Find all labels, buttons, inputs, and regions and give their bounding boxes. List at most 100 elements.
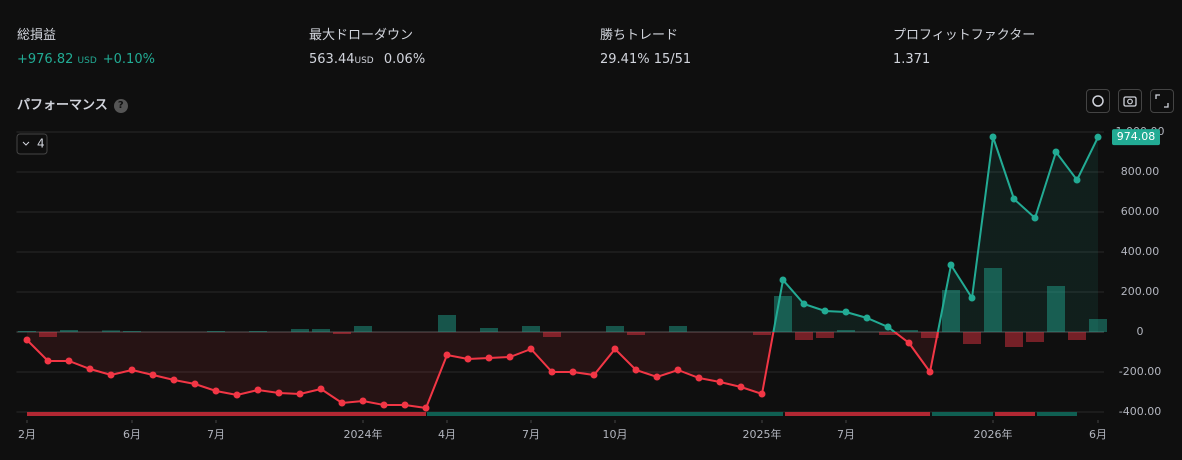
equity-point — [611, 345, 619, 353]
help-icon[interactable]: ? — [113, 98, 128, 113]
equity-point — [65, 357, 73, 365]
trade-bar — [249, 331, 267, 332]
value: +976.82 — [17, 52, 74, 67]
y-tick-label: -200.00 — [1119, 365, 1161, 378]
equity-point — [863, 314, 871, 322]
equity-point — [758, 390, 766, 398]
value: 1.371 — [893, 52, 931, 67]
last-value-label: 974.08 — [1117, 130, 1156, 143]
equity-point — [506, 353, 514, 361]
interval-selector[interactable] — [16, 133, 48, 155]
equity-point — [1052, 148, 1060, 156]
y-tick-label: 200.00 — [1121, 285, 1160, 298]
equity-line — [26, 136, 1099, 410]
equity-point — [296, 390, 304, 398]
metric-value: 29.41% 15/51 — [600, 52, 691, 67]
trade-bar — [207, 331, 225, 332]
equity-point — [170, 376, 178, 384]
equity-point — [989, 133, 997, 141]
trade-bar — [1005, 332, 1023, 347]
fullscreen-button[interactable] — [1150, 89, 1174, 113]
equity-point — [149, 371, 157, 379]
equity-point — [527, 345, 535, 353]
value: 563.44 — [309, 52, 355, 67]
y-tick-label: -400.00 — [1119, 405, 1161, 418]
trade-bar — [60, 330, 78, 332]
equity-point — [275, 389, 283, 397]
equity-area — [27, 137, 1098, 408]
y-tick-label: 800.00 — [1121, 165, 1160, 178]
metric: 総損益 +976.82 USD +0.10% — [17, 24, 155, 67]
equity-point — [233, 391, 241, 399]
equity-point — [44, 357, 52, 365]
trade-bar — [900, 330, 918, 332]
trade-bar — [291, 329, 309, 332]
y-tick-label: 600.00 — [1121, 205, 1160, 218]
trade-bar — [522, 326, 540, 332]
equity-point — [779, 276, 787, 284]
equity-point — [107, 371, 115, 379]
equity-point — [926, 368, 934, 376]
equity-point — [380, 401, 388, 409]
equity-point — [359, 397, 367, 405]
metric: 勝ちトレード 29.41% 15/51 — [600, 24, 691, 67]
trade-strip — [27, 412, 1077, 416]
snapshot-button[interactable] — [1118, 89, 1142, 113]
trade-bar — [1026, 332, 1044, 342]
equity-point — [905, 339, 913, 347]
trade-bar — [354, 326, 372, 332]
equity-point — [464, 355, 472, 363]
equity-point — [1073, 176, 1081, 184]
equity-point — [422, 404, 430, 412]
y-tick-label: 400.00 — [1121, 245, 1160, 258]
equity-point — [1031, 214, 1039, 222]
equity-point — [548, 368, 556, 376]
interval-value: 4 — [37, 137, 45, 151]
metric-label: 勝ちトレード — [600, 28, 679, 43]
equity-point — [569, 368, 577, 376]
equity-point — [842, 308, 850, 316]
metric-value: +976.82 USD +0.10% — [17, 52, 155, 67]
trade-bar — [669, 326, 687, 332]
equity-point — [653, 373, 661, 381]
trade-bar — [963, 332, 981, 344]
equity-point — [716, 378, 724, 386]
title: パフォーマンス — [17, 98, 108, 113]
metric-label: 総損益 — [17, 28, 57, 43]
equity-point — [821, 307, 829, 315]
count: 15/51 — [653, 52, 692, 67]
settings-button[interactable] — [1086, 89, 1110, 113]
trade-bar — [123, 331, 141, 332]
equity-point — [317, 385, 325, 393]
percent: 0.06% — [383, 52, 426, 67]
trade-bar — [606, 326, 624, 332]
metric: プロフィットファクター 1.371 — [893, 24, 1035, 67]
equity-point — [968, 294, 976, 302]
equity-point — [1094, 133, 1102, 141]
trade-bar — [816, 332, 834, 338]
equity-point — [401, 401, 409, 409]
equity-point — [254, 386, 262, 394]
x-tick-label: 10月 — [603, 428, 628, 441]
equity-point — [191, 380, 199, 388]
equity-point — [212, 387, 220, 395]
y-tick-label: 0 — [1137, 325, 1144, 338]
x-tick-label: 7月 — [207, 428, 225, 441]
unit: USD — [77, 56, 97, 66]
x-tick-label: 2月 — [18, 428, 36, 441]
trade-bar — [879, 332, 897, 335]
equity-point — [86, 365, 94, 373]
x-tick-label: 6月 — [123, 428, 141, 441]
chevron — [22, 141, 30, 146]
equity-point — [695, 374, 703, 382]
trade-bar — [1068, 332, 1086, 340]
x-tick-label: 4月 — [438, 428, 456, 441]
x-tick-label: 2024年 — [344, 427, 383, 441]
equity-point — [632, 366, 640, 374]
equity-point — [443, 351, 451, 359]
equity-point — [800, 300, 808, 308]
trade-bar — [438, 315, 456, 332]
metric-value: 563.44USD 0.06% — [309, 52, 425, 67]
percent: +0.10% — [102, 52, 155, 67]
